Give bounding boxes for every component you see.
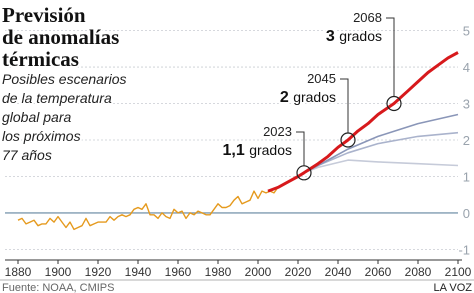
annotation-year: 2068 [353, 10, 382, 25]
x-tick-label: 1880 [5, 265, 32, 279]
leader-line [296, 131, 305, 166]
annotation-marker [340, 132, 356, 148]
annotation-unit: grados [249, 142, 292, 158]
source: Fuente: NOAA, CMIPS [2, 282, 114, 293]
subtitle: 77 años [2, 147, 52, 163]
annotation-year: 2023 [263, 124, 292, 139]
x-tick-label: 2080 [405, 265, 432, 279]
subtitle: Posibles escenarios [2, 71, 127, 87]
x-tick-label: 2020 [285, 265, 312, 279]
x-tick-label: 2100 [445, 265, 472, 279]
chart-title: Previsión [2, 3, 86, 27]
chart-title: de anomalías [2, 25, 119, 49]
annotation-label: 3 grados [326, 28, 382, 45]
x-tick-label: 2040 [325, 265, 352, 279]
annotation-unit: grados [293, 89, 336, 105]
subtitle: de la temperatura [2, 90, 112, 106]
annotation-label: 2 grados [280, 89, 336, 106]
annotation-marker [386, 95, 402, 112]
chart-title: térmicas [2, 47, 79, 71]
x-tick-label: 2000 [245, 265, 272, 279]
annotation-marker [296, 165, 312, 181]
x-tick-label: 1900 [45, 265, 72, 279]
y-tick-label: 1 [463, 169, 470, 184]
leader-line [340, 78, 349, 133]
annotation-year: 2045 [307, 71, 336, 86]
annotation-value: 2 [280, 89, 289, 106]
series-line [287, 113, 459, 183]
x-tick-label: 1920 [85, 265, 112, 279]
annotation-label: 1,1 grados [222, 142, 292, 159]
x-tick-label: 2060 [365, 265, 392, 279]
x-tick-label: 1940 [125, 265, 152, 279]
x-tick-label: 1980 [205, 265, 232, 279]
series-line [287, 159, 459, 183]
y-tick-label: 4 [463, 60, 470, 75]
brand: LA VOZ [433, 282, 472, 293]
annotation-value: 3 [326, 28, 335, 45]
x-tick-label: 1960 [165, 265, 192, 279]
y-tick-label: 5 [463, 24, 470, 39]
y-tick-label: 2 [463, 133, 470, 148]
y-tick-label: -1 [458, 242, 470, 257]
y-tick-label: 3 [463, 97, 470, 112]
annotation-unit: grados [339, 28, 382, 44]
subtitle: los próximos [2, 128, 81, 144]
annotation-value: 1,1 [222, 142, 244, 159]
y-tick-label: 0 [463, 206, 470, 221]
subtitle: global para [2, 109, 71, 125]
leader-line [386, 17, 395, 97]
series-line [17, 186, 279, 231]
